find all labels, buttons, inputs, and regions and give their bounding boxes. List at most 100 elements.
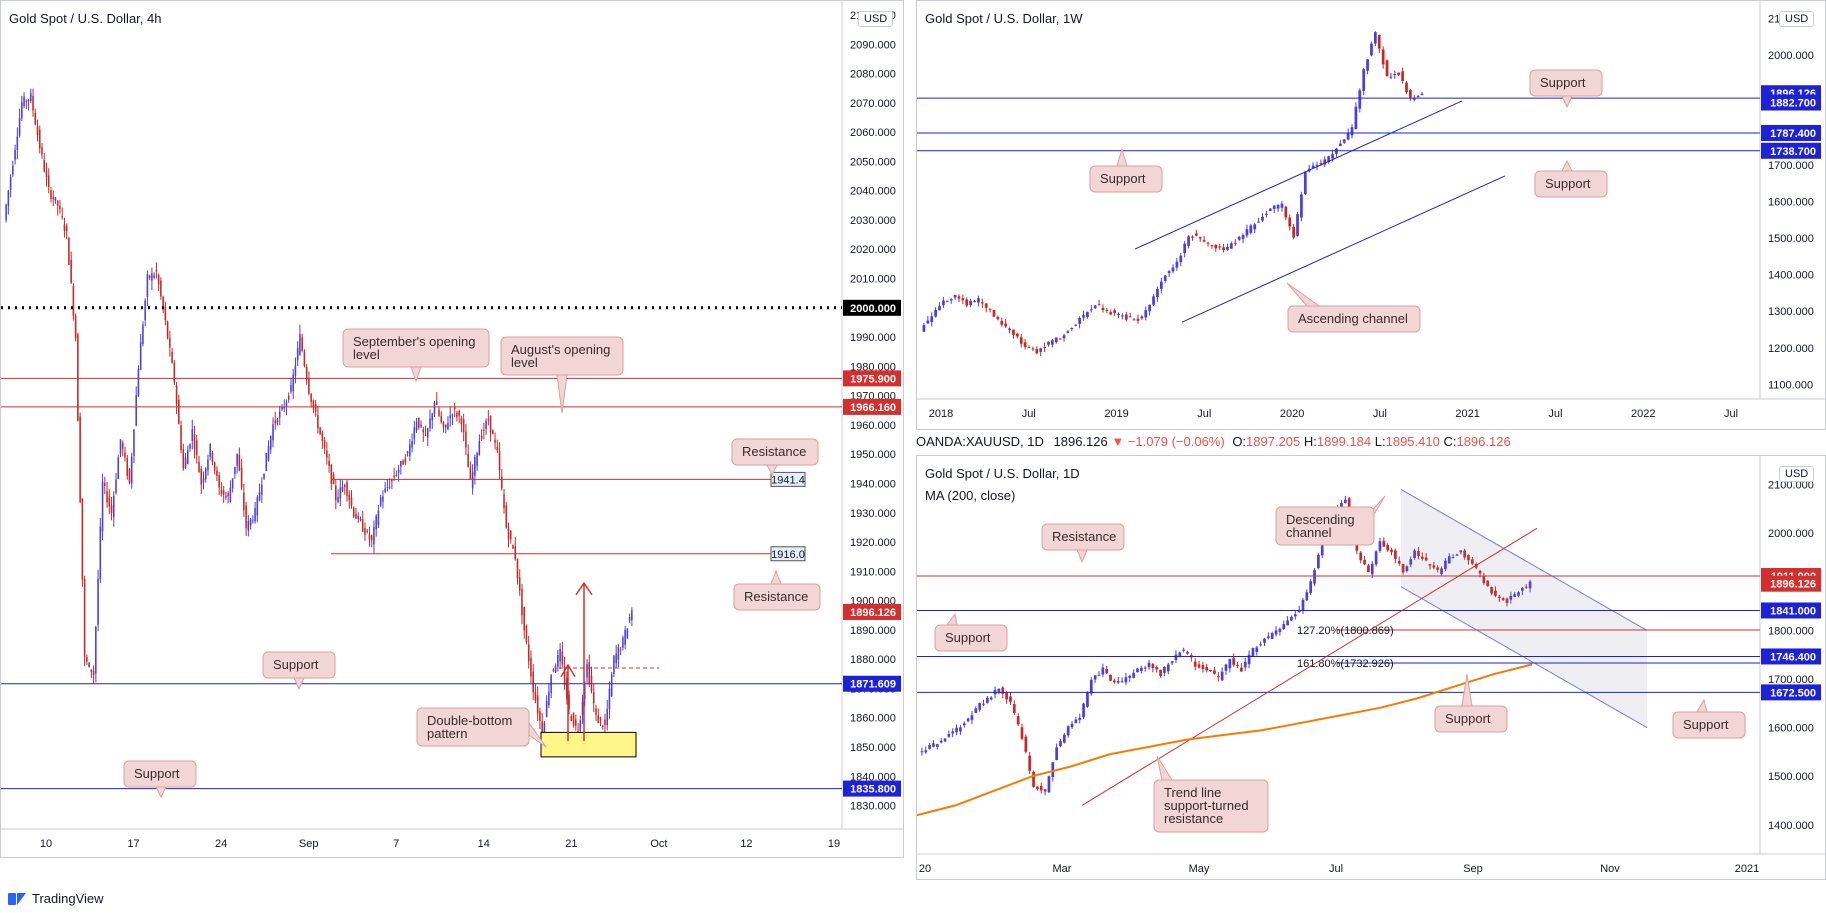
candle-body xyxy=(507,528,510,540)
candle-body xyxy=(117,457,120,480)
chart-panel-1d[interactable]: 1400.000 1500.000 1600.000 1700.000 1800.000… xyxy=(916,455,1826,880)
candle-body xyxy=(1009,696,1012,702)
candle-body xyxy=(63,224,66,231)
candle-body xyxy=(409,444,411,457)
level-tag-1871-bg xyxy=(843,675,901,692)
candle-body xyxy=(595,708,597,715)
candle-body xyxy=(124,452,126,458)
candle-body xyxy=(992,309,996,317)
candle-body xyxy=(1024,736,1028,752)
x-tick-label: Jul xyxy=(1373,408,1387,420)
candle-body xyxy=(1301,599,1305,611)
footer-brand[interactable]: TradingView xyxy=(8,891,104,906)
candle-body xyxy=(101,481,104,532)
callout-weekly-support-right-box xyxy=(1534,170,1608,198)
candle-body xyxy=(211,452,214,463)
candle-body xyxy=(1043,346,1046,348)
candle-body xyxy=(1509,595,1513,600)
callout-resistance-2-text: Resistance xyxy=(744,589,808,604)
chart-panel-4h[interactable]: 1830.0001840.0001850.0001860.0001870.000… xyxy=(0,0,904,858)
candle-body xyxy=(947,733,951,737)
candle-body xyxy=(1363,559,1366,565)
candle-body xyxy=(1370,43,1373,56)
candle-body xyxy=(1420,93,1424,95)
y-tick-label: 1500.000 xyxy=(1768,233,1814,245)
currency-badge-1w[interactable]: USD xyxy=(1779,11,1815,27)
x-tick-label: 14 xyxy=(478,838,490,850)
candle-body xyxy=(1409,90,1412,98)
candle-body xyxy=(492,430,494,435)
candle-body xyxy=(54,197,57,201)
candle-body xyxy=(256,497,259,516)
candle-body xyxy=(184,457,187,469)
footer-brand-text: TradingView xyxy=(32,891,104,906)
candle-body xyxy=(1222,247,1225,251)
candle-body xyxy=(1015,333,1019,337)
candle-body xyxy=(404,458,407,463)
candle-body xyxy=(411,441,413,448)
candle-body xyxy=(1405,82,1408,93)
currency-badge-1d[interactable]: USD xyxy=(1779,466,1815,482)
chart-panel-1w[interactable]: 1100.000 1200.000 1300.000 1400.000 1500.000… xyxy=(916,0,1826,430)
candle-body xyxy=(18,118,21,136)
candle-body xyxy=(1386,544,1390,551)
candle-body xyxy=(945,300,949,302)
callout-ascending-channel-box xyxy=(1287,305,1421,333)
candle-body xyxy=(483,429,485,431)
last-price-tag-4h: 1896.126 xyxy=(850,607,896,619)
symbol-label[interactable]: OANDA:XAUUSD, 1D xyxy=(916,434,1044,449)
y-tick-label: 1960.000 xyxy=(850,420,896,432)
candle-body xyxy=(1497,596,1501,599)
candle-body xyxy=(12,165,14,175)
candle-body xyxy=(1513,594,1517,597)
candle-body xyxy=(366,530,368,532)
candle-body xyxy=(321,432,324,441)
candle-body xyxy=(932,743,935,747)
y-tick-label: 1990.000 xyxy=(850,332,896,344)
chart-1d-svg: 1400.000 1500.000 1600.000 1700.000 1800.000… xyxy=(917,456,1825,875)
currency-badge-4h[interactable]: USD xyxy=(858,11,894,27)
y-tick-label: 2000.000 xyxy=(1768,528,1814,540)
candle-body xyxy=(65,225,68,231)
candle-body xyxy=(1342,139,1346,143)
candle-body xyxy=(1478,570,1482,574)
candle-body xyxy=(155,270,158,272)
candle-body xyxy=(1213,670,1216,674)
candle-body xyxy=(1124,314,1128,320)
candle-body xyxy=(534,692,537,701)
level-tag-1975: 1975.900 xyxy=(850,373,896,385)
x-tick-label: 2021 xyxy=(1735,863,1759,875)
candle-body xyxy=(1251,648,1255,657)
candle-body xyxy=(1327,156,1331,163)
candle-body xyxy=(1521,587,1524,591)
candle-body xyxy=(1016,716,1020,725)
candle-body xyxy=(1039,785,1043,791)
candle-body xyxy=(229,487,232,503)
y-tick-label: 1950.000 xyxy=(850,449,896,461)
candle-body xyxy=(1255,647,1259,652)
candle-body xyxy=(1066,726,1070,736)
y-tick-label: 1700.000 xyxy=(1768,674,1814,686)
candle-body xyxy=(397,469,400,473)
candle-body xyxy=(1105,309,1109,311)
candle-body xyxy=(1494,590,1497,596)
candle-body xyxy=(572,713,575,726)
candle-body xyxy=(1405,566,1409,572)
open-value: 1897.205 xyxy=(1246,434,1301,449)
callout-daily-resistance-box xyxy=(1041,523,1125,551)
candle-body xyxy=(1156,288,1159,298)
candle-body xyxy=(1417,550,1420,557)
x-tick-label: 2022 xyxy=(1631,408,1655,420)
candle-body xyxy=(1288,217,1292,227)
candle-body xyxy=(258,491,261,501)
candle-body xyxy=(1086,311,1089,317)
x-tick-label: 12 xyxy=(740,838,752,850)
level-tag-1966-bg xyxy=(843,398,901,415)
candle-body xyxy=(95,626,97,674)
callout-weekly-support-right-pointer xyxy=(1561,159,1573,172)
candle-body xyxy=(254,508,256,522)
candle-body xyxy=(1055,747,1058,760)
candle-body xyxy=(973,300,976,303)
candle-body xyxy=(557,654,559,667)
ma-indicator-label[interactable]: MA (200, close) xyxy=(925,488,1016,503)
